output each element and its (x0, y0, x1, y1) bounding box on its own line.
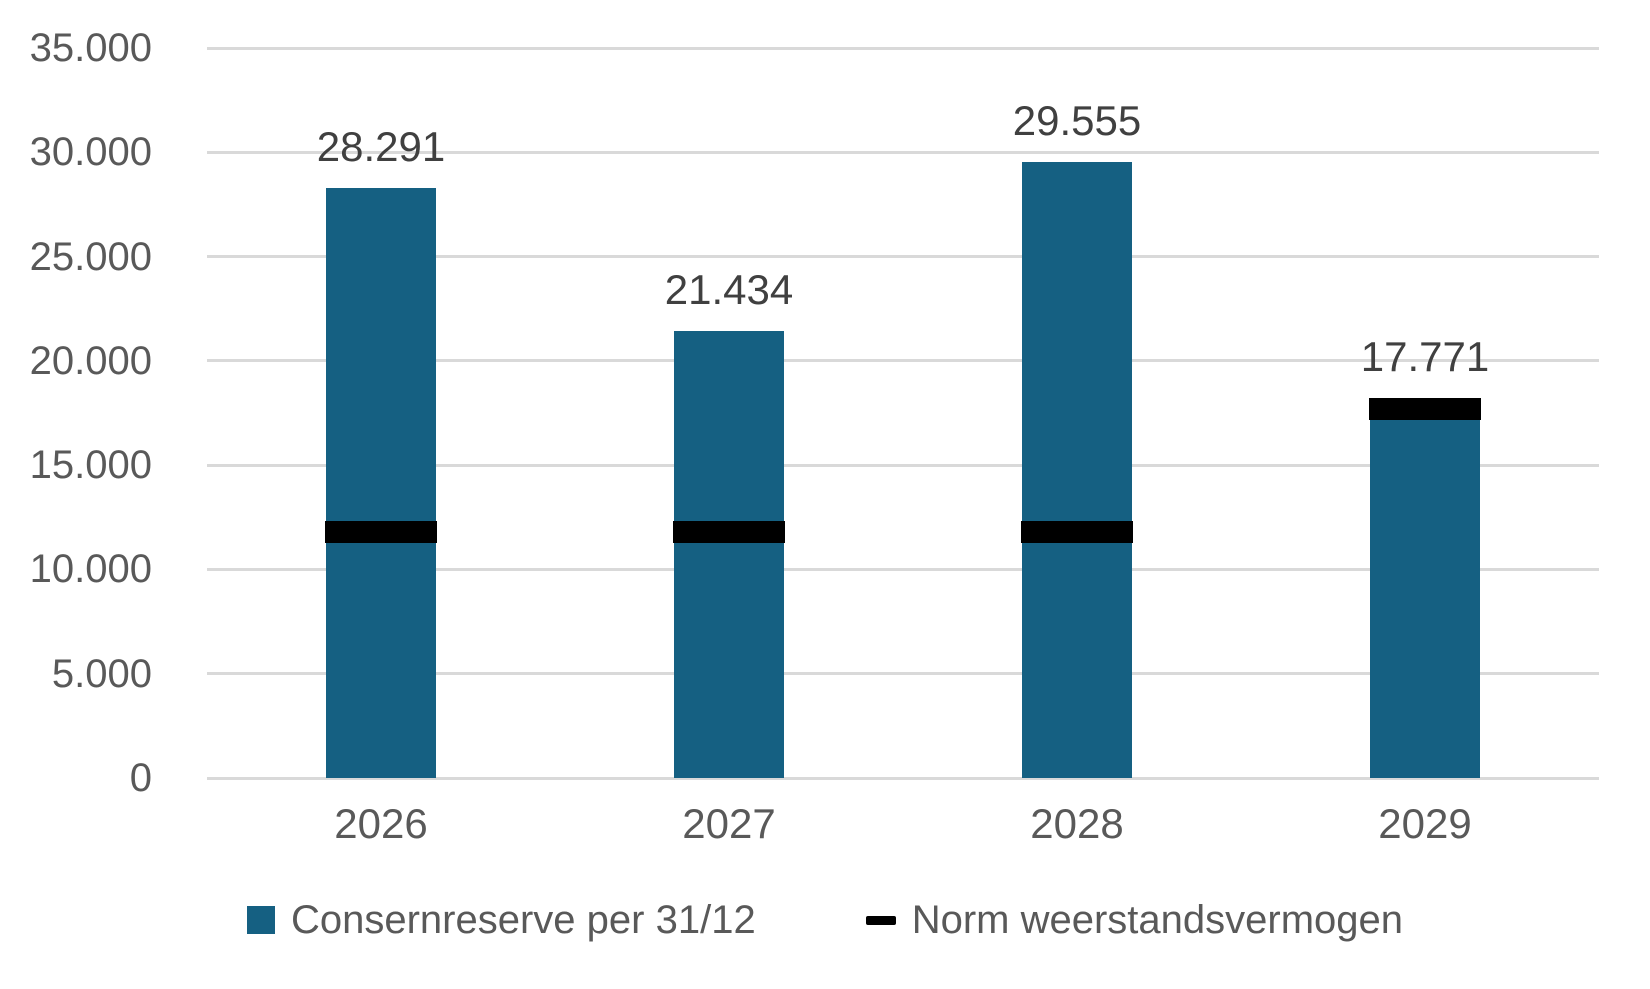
gridline (207, 359, 1599, 363)
norm-marker-2027 (673, 520, 785, 543)
gridline (207, 776, 1599, 780)
gridline (207, 463, 1599, 467)
y-axis-tick-label: 30.000 (29, 130, 152, 175)
y-axis-tick-label: 35.000 (29, 26, 152, 70)
legend-label-norm: Norm weerstandsvermogen (911, 898, 1404, 942)
x-axis-label-2029: 2029 (1378, 800, 1472, 847)
bar-2026 (326, 187, 436, 778)
data-label-2026: 28.291 (316, 122, 446, 170)
data-label-2028: 29.555 (1012, 96, 1142, 144)
gridline (207, 46, 1599, 50)
x-axis-label-2028: 2028 (1030, 800, 1124, 847)
bar-2028 (1022, 161, 1132, 778)
chart-legend: Consernreserve per 31/12 Norm weerstands… (0, 893, 1650, 947)
y-axis-tick-label: 25.000 (29, 234, 152, 279)
legend-label-consernreserve: Consernreserve per 31/12 (290, 898, 756, 942)
x-axis-label-2026: 2026 (334, 800, 428, 847)
norm-marker-2026 (325, 520, 437, 543)
y-axis-tick-label: 15.000 (29, 443, 152, 488)
legend-dash-icon (865, 915, 896, 925)
y-axis-tick-label: 5.000 (51, 651, 152, 696)
legend-square-icon (246, 906, 275, 934)
y-axis-tick-label: 0 (129, 756, 152, 800)
norm-marker-2028 (1021, 520, 1133, 543)
data-label-2029: 17.771 (1360, 332, 1490, 380)
legend-item-consernreserve: Consernreserve per 31/12 (246, 893, 756, 947)
data-label-2027: 21.434 (664, 265, 794, 313)
legend-item-norm: Norm weerstandsvermogen (865, 893, 1404, 947)
bar-2029 (1370, 407, 1480, 778)
norm-marker-2029 (1369, 397, 1481, 420)
y-axis-tick-label: 20.000 (29, 338, 152, 383)
gridline (207, 567, 1599, 571)
gridline (207, 150, 1599, 154)
gridline (207, 672, 1599, 676)
x-axis-label-2027: 2027 (682, 800, 776, 847)
y-axis-tick-label: 10.000 (29, 547, 152, 592)
bar-2027 (674, 330, 784, 778)
gridline (207, 255, 1599, 259)
